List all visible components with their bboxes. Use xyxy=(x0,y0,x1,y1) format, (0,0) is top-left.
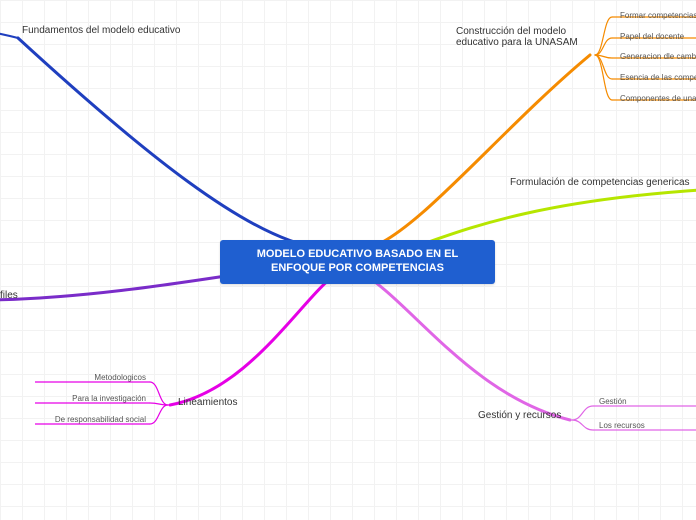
leaf-construccion[interactable]: Papel del docente xyxy=(620,32,684,41)
center-topic[interactable]: MODELO EDUCATIVO BASADO EN EL ENFOQUE PO… xyxy=(220,240,495,284)
branch-construccion-line1: Construcción del modelo xyxy=(456,26,566,37)
leaf-lineamientos[interactable]: Para la investigación xyxy=(72,394,146,403)
leaf-construccion[interactable]: Esencia de las competencias xyxy=(620,73,696,82)
center-title-line1: MODELO EDUCATIVO BASADO EN EL xyxy=(230,248,485,262)
leaf-construccion[interactable]: Formar competencias xyxy=(620,11,696,20)
branch-gestion[interactable]: Gestión y recursos xyxy=(478,410,561,421)
branch-construccion-line2: educativo para la UNASAM xyxy=(456,37,578,48)
leaf-construccion[interactable]: Generacion dle cambio xyxy=(620,52,696,61)
branch-formulacion[interactable]: Formulación de competencias genericas xyxy=(510,177,690,188)
branch-construccion[interactable]: Construcción del modelo educativo para l… xyxy=(456,26,578,48)
center-title-line2: ENFOQUE POR COMPETENCIAS xyxy=(230,262,485,276)
branch-fundamentos[interactable]: Fundamentos del modelo educativo xyxy=(22,25,180,36)
leaf-lineamientos[interactable]: Metodologicos xyxy=(94,373,146,382)
leaf-lineamientos[interactable]: De responsabilidad social xyxy=(55,415,146,424)
branch-lineamientos[interactable]: Lineamientos xyxy=(178,397,237,408)
leaf-construccion[interactable]: Componentes de una competencia xyxy=(620,94,696,103)
leaf-gestion[interactable]: Gestión xyxy=(599,397,627,406)
branch-perfiles[interactable]: files xyxy=(0,290,18,301)
leaf-gestion[interactable]: Los recursos xyxy=(599,421,645,430)
